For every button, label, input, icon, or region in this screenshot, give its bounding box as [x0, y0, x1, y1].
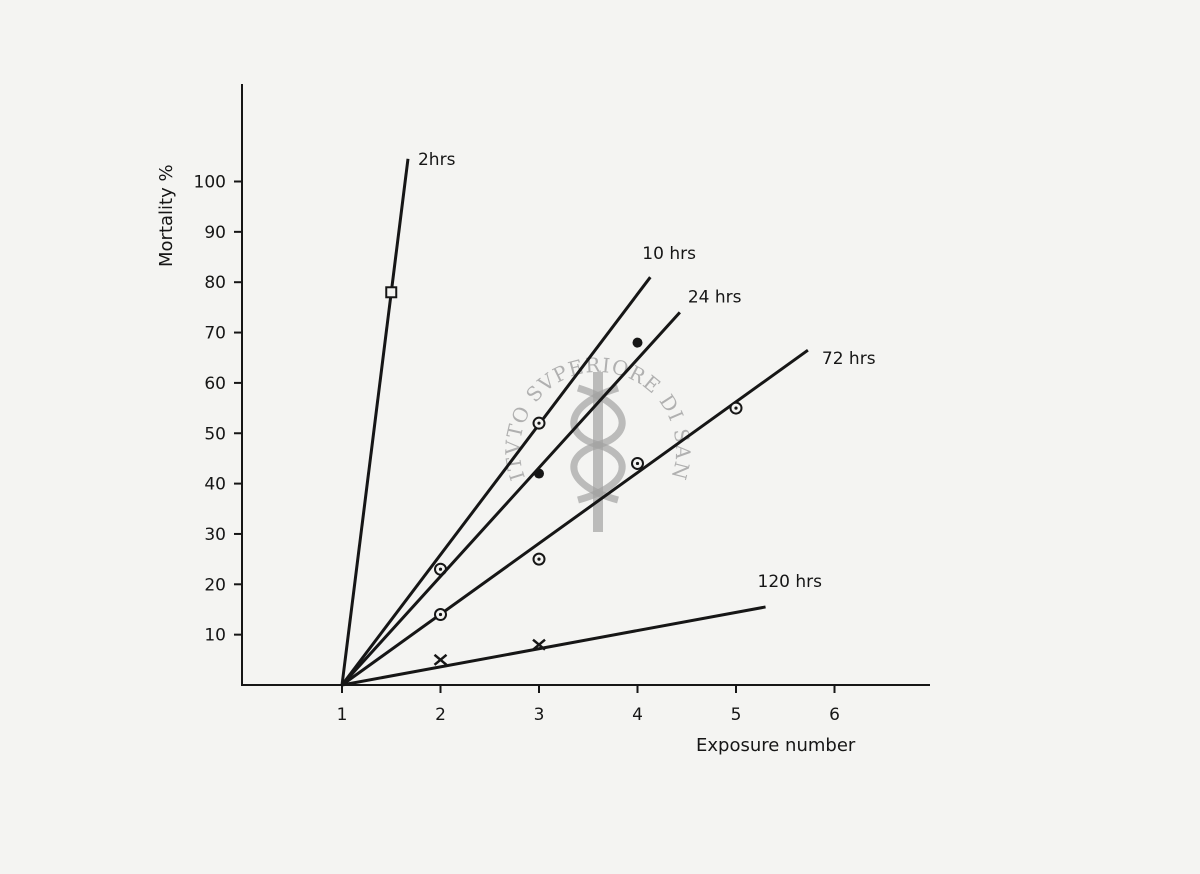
series-line-10hrs [340, 276, 652, 686]
series-label-2hrs: 2hrs [418, 150, 456, 170]
ring-center [438, 612, 443, 617]
y-axis-title: Mortality % [156, 164, 177, 267]
y-tick-label: 60 [204, 374, 226, 394]
y-tick-label: 10 [204, 626, 226, 646]
y-tick-label: 100 [194, 173, 226, 193]
ring-center [635, 461, 640, 466]
axis-ticks: 10 20 30 40 50 60 70 80 90 100 1 2 3 4 5 6 [194, 173, 840, 726]
x-tick-label: 6 [829, 705, 840, 725]
series-label-120hrs: 120 hrs [758, 572, 823, 592]
series-label-24hrs: 24 hrs [688, 287, 742, 307]
series-group: 2hrs 10 hrs 24 hrs 72 hrs 120 hrs [340, 150, 876, 687]
ring-center [537, 421, 541, 425]
data-point-72hrs [532, 552, 546, 566]
data-point-2hrs [385, 286, 398, 299]
data-point-72hrs [729, 401, 743, 415]
series-line-24hrs [340, 311, 681, 687]
series-label-10hrs: 10 hrs [642, 244, 696, 264]
data-point-120hrs [433, 653, 448, 666]
data-point-24hrs [632, 337, 643, 348]
y-tick-label: 30 [204, 525, 226, 545]
data-point-72hrs [434, 608, 447, 622]
y-tick-label: 40 [204, 475, 226, 495]
series-label-72hrs: 72 hrs [822, 349, 876, 369]
data-point-72hrs [631, 456, 644, 470]
series-line-120hrs [341, 605, 766, 687]
ring-center [438, 567, 443, 571]
seal-serpent [570, 384, 626, 504]
x-tick-label: 2 [435, 705, 446, 725]
y-tick-label: 90 [204, 223, 226, 243]
data-point-10hrs [532, 416, 546, 430]
y-tick-label: 20 [204, 575, 226, 595]
y-tick-label: 80 [204, 273, 226, 293]
seal-staff [593, 372, 603, 532]
cross-stroke [532, 638, 546, 651]
ring-center [734, 406, 738, 410]
x-tick-label: 4 [632, 705, 643, 725]
y-tick-label: 70 [204, 324, 226, 344]
x-tick-label: 1 [337, 705, 348, 725]
y-tick-label: 50 [204, 424, 226, 444]
x-axis-title: Exposure number [696, 735, 856, 756]
cross-stroke [433, 653, 448, 666]
data-point-24hrs [534, 468, 544, 479]
ring-center [537, 557, 541, 561]
x-tick-label: 3 [534, 705, 545, 725]
data-point-120hrs [532, 638, 546, 651]
series-line-2hrs [340, 158, 410, 686]
x-tick-label: 5 [731, 705, 742, 725]
